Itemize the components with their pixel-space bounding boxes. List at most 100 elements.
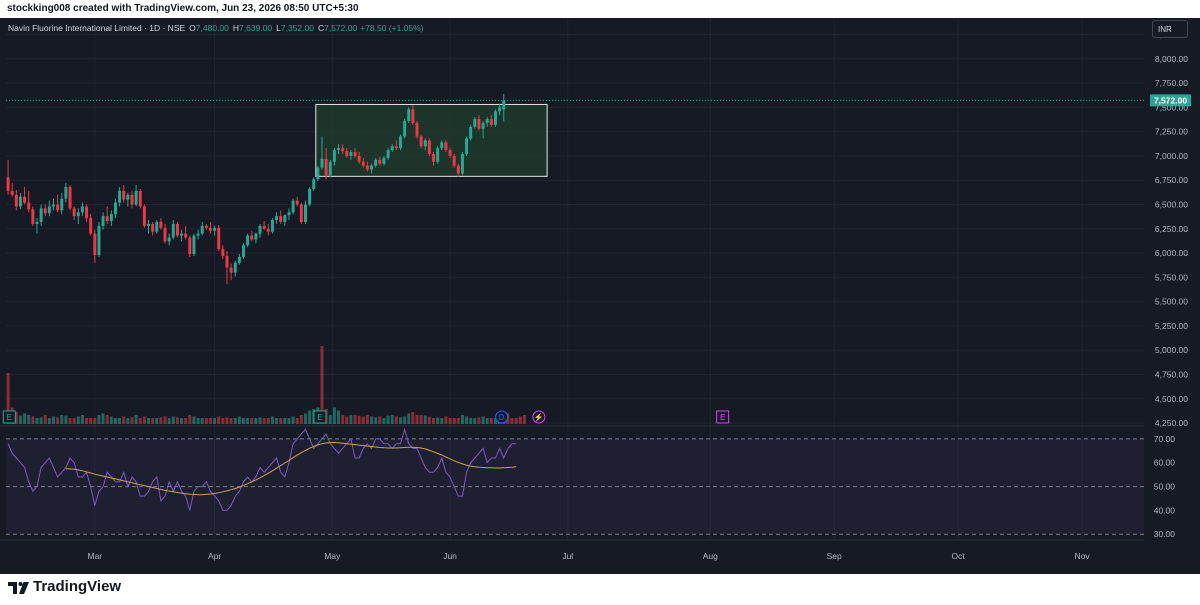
candle: [221, 245, 225, 259]
event-marker-box: [716, 410, 730, 424]
candle-body: [361, 161, 365, 166]
volume-bar: [332, 407, 336, 424]
candle-body: [18, 196, 22, 207]
candle-body: [502, 100, 506, 110]
candle: [481, 120, 485, 139]
price-tick-label: 4,250.00: [1155, 418, 1188, 428]
candle-body: [382, 157, 386, 164]
candle-body: [14, 194, 18, 207]
volume-bar: [192, 416, 196, 424]
volume-bar: [456, 418, 460, 424]
tradingview-logo-icon: [8, 582, 29, 594]
candle: [147, 220, 150, 234]
candle: [448, 148, 452, 158]
low-label: L: [276, 23, 281, 33]
candle-body: [130, 194, 134, 205]
candle-body: [225, 255, 229, 268]
candle: [398, 134, 402, 151]
candle-body: [97, 225, 101, 256]
candle: [473, 117, 477, 129]
volume-bar: [68, 418, 72, 424]
candle: [250, 230, 254, 242]
candle: [101, 212, 105, 230]
volume-bar: [390, 415, 394, 424]
volume-bar: [35, 418, 39, 424]
volume-bar: [237, 416, 241, 424]
candle: [105, 206, 109, 224]
candle-body: [43, 208, 47, 214]
volume-bar: [27, 415, 31, 424]
candle-body: [180, 233, 184, 236]
last-price-label: 7,572.00: [1154, 95, 1187, 105]
attribution-text: stockking008 created with TradingView.co…: [7, 3, 359, 14]
candle: [43, 204, 47, 217]
chart-area[interactable]: EED⚡E8,250.008,000.007,750.007,500.007,2…: [0, 18, 1200, 574]
candle: [229, 263, 233, 281]
candle: [27, 190, 31, 213]
volume-bar: [200, 418, 204, 424]
candle: [291, 198, 295, 215]
time-tick-label: Mar: [87, 551, 102, 561]
volume-bar: [52, 416, 55, 424]
candle: [502, 93, 506, 122]
candle-body: [456, 165, 460, 174]
candle-body: [163, 227, 167, 242]
candle: [200, 221, 204, 236]
candle-body: [93, 233, 97, 256]
volume-bar: [378, 416, 382, 424]
volume-bar: [460, 415, 464, 424]
candle-body: [155, 221, 159, 232]
candle: [233, 260, 237, 277]
candle-body: [370, 165, 374, 170]
candle: [72, 206, 76, 221]
candle-body: [316, 167, 320, 180]
change-value: +78.50 (+1.05%): [360, 23, 424, 33]
candle: [262, 221, 266, 230]
candle-body: [118, 190, 122, 203]
candle-body: [489, 119, 493, 125]
candle: [64, 183, 68, 203]
currency-selector[interactable]: INR: [1152, 20, 1188, 38]
volume-bar: [171, 416, 175, 424]
candle-body: [481, 122, 485, 129]
volume-bar: [469, 418, 473, 424]
candle: [180, 229, 184, 242]
candle: [403, 119, 407, 139]
candle: [477, 115, 481, 131]
volume-bar: [233, 418, 237, 424]
candle-body: [440, 142, 444, 149]
candle-body: [328, 161, 332, 176]
volume-bar: [481, 416, 485, 424]
candle: [76, 208, 80, 224]
candle-body: [80, 206, 84, 213]
candle: [316, 165, 320, 182]
candle-body: [109, 214, 113, 222]
candle: [378, 156, 382, 166]
candle-body: [324, 158, 328, 176]
candle: [175, 221, 179, 238]
volume-bar: [105, 415, 109, 424]
candle-body: [6, 177, 10, 191]
candle: [460, 152, 464, 176]
candle: [113, 198, 117, 219]
volume-bar: [246, 418, 250, 424]
candle-body: [460, 153, 464, 174]
price-chart-svg[interactable]: EED⚡E8,250.008,000.007,750.007,500.007,2…: [0, 18, 1200, 574]
candle: [270, 218, 274, 234]
volume-bar: [188, 415, 192, 424]
volume-bar: [80, 415, 84, 424]
candle-body: [27, 202, 31, 210]
candle-body: [423, 140, 427, 147]
candle: [97, 221, 101, 257]
volume-bar: [493, 418, 497, 424]
volume-bar: [39, 417, 43, 424]
volume-bar: [175, 417, 179, 424]
candle: [390, 144, 394, 153]
candle-body: [237, 256, 241, 263]
volume-bar: [122, 416, 126, 424]
volume-bar: [31, 416, 35, 424]
candle-body: [337, 148, 341, 151]
rsi-ma-line: [65, 442, 517, 496]
candle-body: [469, 126, 473, 139]
candle: [415, 120, 419, 139]
